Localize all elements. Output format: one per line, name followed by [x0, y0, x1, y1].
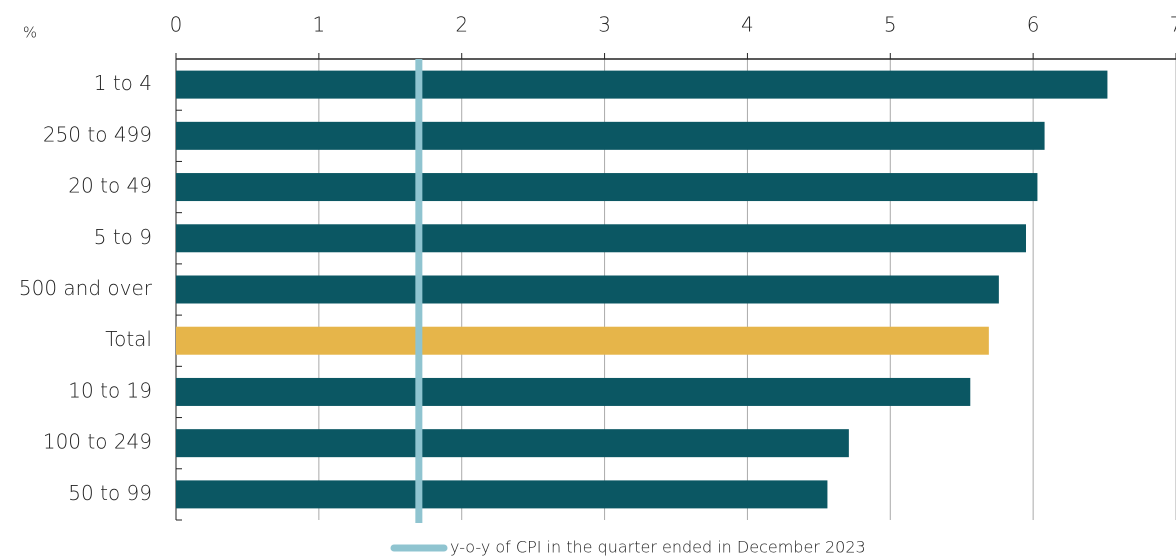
y-tick-label: Total — [105, 327, 152, 351]
bar — [176, 429, 849, 458]
x-tick-label: 6 — [1027, 13, 1040, 37]
y-tick-label: 250 to 499 — [43, 122, 152, 146]
y-tick-label: 10 to 19 — [68, 378, 152, 402]
y-tick-label: 500 and over — [19, 276, 153, 300]
bar — [176, 173, 1038, 202]
legend-label: y-o-y of CPI in the quarter ended in Dec… — [450, 538, 866, 557]
x-tick-label: 3 — [598, 13, 611, 37]
axis-unit: % — [23, 24, 37, 42]
x-tick-label: 2 — [455, 13, 468, 37]
x-tick-label: 7 — [1170, 13, 1176, 37]
x-tick-label: 4 — [741, 13, 754, 37]
y-tick-label: 20 to 49 — [68, 174, 152, 198]
x-tick-label: 0 — [170, 13, 183, 37]
x-tick-label: 5 — [884, 13, 897, 37]
bar — [176, 326, 989, 355]
bar — [176, 377, 971, 406]
y-tick-label: 100 to 249 — [43, 430, 152, 454]
bar — [176, 480, 828, 509]
y-tick-label: 50 to 99 — [68, 481, 152, 505]
bar — [176, 70, 1108, 99]
bar — [176, 275, 999, 304]
y-tick-label: 1 to 4 — [94, 71, 152, 95]
bar — [176, 121, 1045, 150]
x-tick-label: 1 — [312, 13, 325, 37]
y-tick-label: 5 to 9 — [94, 225, 152, 249]
bar — [176, 224, 1026, 253]
